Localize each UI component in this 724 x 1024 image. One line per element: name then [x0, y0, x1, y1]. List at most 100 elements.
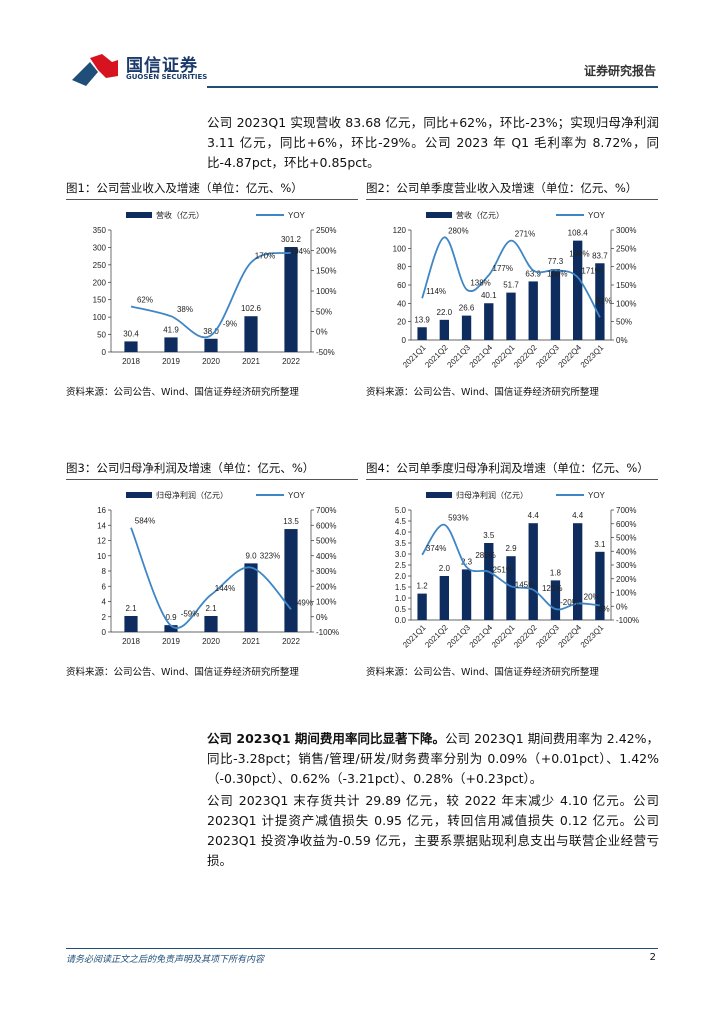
y2-tick-label: 300%: [616, 226, 636, 235]
bar: [164, 337, 178, 352]
bar: [595, 263, 605, 340]
x-tick-label: 2022Q2: [512, 623, 539, 650]
legend-bar-swatch: [426, 492, 452, 498]
report-type: 证券研究报告: [583, 64, 656, 78]
chart-panel-2: 图2：公司单季度营业收入及增速（单位：亿元、%） 营收（亿元） YOY 0 20 40 6…: [366, 180, 658, 394]
yoy-value-label: 190%: [547, 269, 567, 278]
bar-value-label: 13.5: [283, 517, 299, 526]
chart-source: 资料来源：公司公告、Wind、国信证券经济研究所整理: [366, 387, 599, 398]
x-tick-label: 2021: [242, 637, 260, 646]
chart-panel-3: 图3：公司归母净利润及增速（单位：亿元、%） 归母净利润（亿元） YOY 0 2 4 6 8…: [66, 460, 358, 659]
bar-value-label: 3.1: [594, 540, 606, 549]
y2-tick-label: 150%: [616, 281, 636, 290]
bar-value-label: 38.0: [203, 327, 219, 336]
yoy-value-label: 593%: [448, 514, 468, 523]
y-tick-label: 8: [102, 567, 107, 576]
bar: [484, 303, 494, 340]
y2-tick-label: 200%: [316, 246, 336, 255]
yoy-value-label: 323%: [260, 551, 280, 560]
x-tick-label: 2022Q4: [557, 623, 584, 650]
y-tick-label: 0: [402, 336, 407, 345]
y-tick-label: 350: [93, 226, 107, 235]
bar: [484, 543, 494, 620]
bar-value-label: 40.1: [481, 291, 497, 300]
y-tick-label: 1.0: [395, 594, 407, 603]
y2-tick-label: 50%: [616, 318, 632, 327]
y2-tick-label: 500%: [616, 534, 636, 543]
y2-tick-label: 500%: [316, 537, 336, 546]
y-tick-label: 3.5: [395, 539, 407, 548]
chart-panel-4: 图4：公司单季度归母净利润及增速（单位：亿元、%） 归母净利润（亿元） YOY 0.…: [366, 460, 658, 674]
bar: [506, 556, 516, 620]
expense-paragraph: 公司 2023Q1 期间费用率同比显著下降。公司 2023Q1 期间费用率为 2…: [207, 729, 659, 789]
bar-value-label: 2.1: [205, 604, 217, 613]
legend-bar-swatch: [126, 492, 152, 498]
bar-value-label: 301.2: [281, 235, 302, 244]
bar: [284, 529, 298, 632]
bar: [550, 580, 561, 620]
y-tick-label: 0.0: [395, 616, 407, 625]
bar-value-label: 4.4: [528, 511, 540, 520]
x-tick-label: 2020: [202, 637, 220, 646]
y-tick-label: 14: [97, 521, 106, 530]
y2-tick-label: 200%: [616, 575, 636, 584]
y2-tick-label: 0%: [316, 328, 328, 337]
y-tick-label: 1.5: [395, 583, 407, 592]
y2-tick-label: 250%: [316, 226, 336, 235]
y-tick-label: 5.0: [395, 506, 407, 515]
yoy-value-label: 138%: [470, 278, 490, 287]
y-tick-label: 0.5: [395, 605, 407, 614]
yoy-value-label: 144%: [215, 584, 235, 593]
y2-tick-label: 50%: [316, 307, 332, 316]
disclaimer-note: 请务必阅读正文之后的免责声明及其项下所有内容: [66, 955, 265, 965]
bar: [573, 523, 583, 620]
bar: [439, 319, 449, 340]
y-tick-label: 250: [93, 261, 107, 270]
y-tick-label: 0: [102, 628, 107, 637]
legend-bar-label: 营收（亿元）: [156, 210, 204, 220]
x-tick-label: 2018: [122, 357, 140, 366]
bar-value-label: 3.5: [483, 531, 495, 540]
y-tick-label: 300: [93, 243, 107, 252]
x-tick-label: 2022Q3: [534, 343, 561, 370]
legend-line-label: YOY: [588, 491, 606, 500]
legend-line-label: YOY: [288, 211, 306, 220]
yoy-value-label: 38%: [177, 305, 193, 314]
y2-tick-label: 300%: [616, 561, 636, 570]
y-tick-label: 4.0: [395, 528, 407, 537]
bar-value-label: 77.3: [548, 257, 564, 266]
bar: [573, 240, 583, 340]
y2-tick-label: 700%: [316, 506, 336, 515]
x-tick-label: 2021Q2: [423, 623, 450, 650]
logo-text-cn: 国信证券: [126, 56, 198, 76]
y2-tick-label: -100%: [616, 616, 639, 625]
expense-heading: 公司 2023Q1 期间费用率同比显著下降。: [207, 731, 446, 746]
chart-source: 资料来源：公司公告、Wind、国信证券经济研究所整理: [366, 667, 599, 678]
legend-bar-swatch: [126, 212, 152, 218]
x-tick-label: 2021Q3: [445, 343, 472, 370]
bar-value-label: 2.3: [461, 557, 473, 566]
y-tick-label: 50: [97, 331, 106, 340]
legend-bar-swatch: [426, 212, 452, 218]
y2-tick-label: 300%: [316, 567, 336, 576]
yoy-line: [421, 523, 600, 611]
yoy-value-label: 251%: [493, 566, 513, 575]
y-tick-label: 16: [97, 506, 106, 515]
logo-text-en: GUOSEN SECURITIES: [126, 73, 208, 81]
yoy-line: [130, 527, 292, 629]
yoy-value-label: 120%: [542, 584, 562, 593]
bar: [417, 327, 427, 340]
y-tick-label: 120: [393, 226, 407, 235]
chart-profit-quarterly: 归母净利润（亿元） YOY 0.0 0.5 1.0 1.5 2.0 2.5 3.0 3.5 4.0 4…: [395, 490, 639, 650]
chart-source: 资料来源：公司公告、Wind、国信证券经济研究所整理: [66, 387, 299, 398]
x-tick-label: 2021Q1: [401, 623, 428, 650]
x-tick-label: 2022Q1: [490, 343, 517, 370]
bar-value-label: 41.9: [163, 325, 179, 334]
header-divider: [207, 86, 658, 88]
yoy-value-label: 374%: [426, 544, 446, 553]
bar-value-label: 26.6: [459, 304, 475, 313]
y2-tick-label: 200%: [616, 263, 636, 272]
y2-tick-label: 100%: [616, 589, 636, 598]
y2-tick-label: -50%: [316, 348, 335, 357]
bar-value-label: 9.0: [245, 551, 257, 560]
